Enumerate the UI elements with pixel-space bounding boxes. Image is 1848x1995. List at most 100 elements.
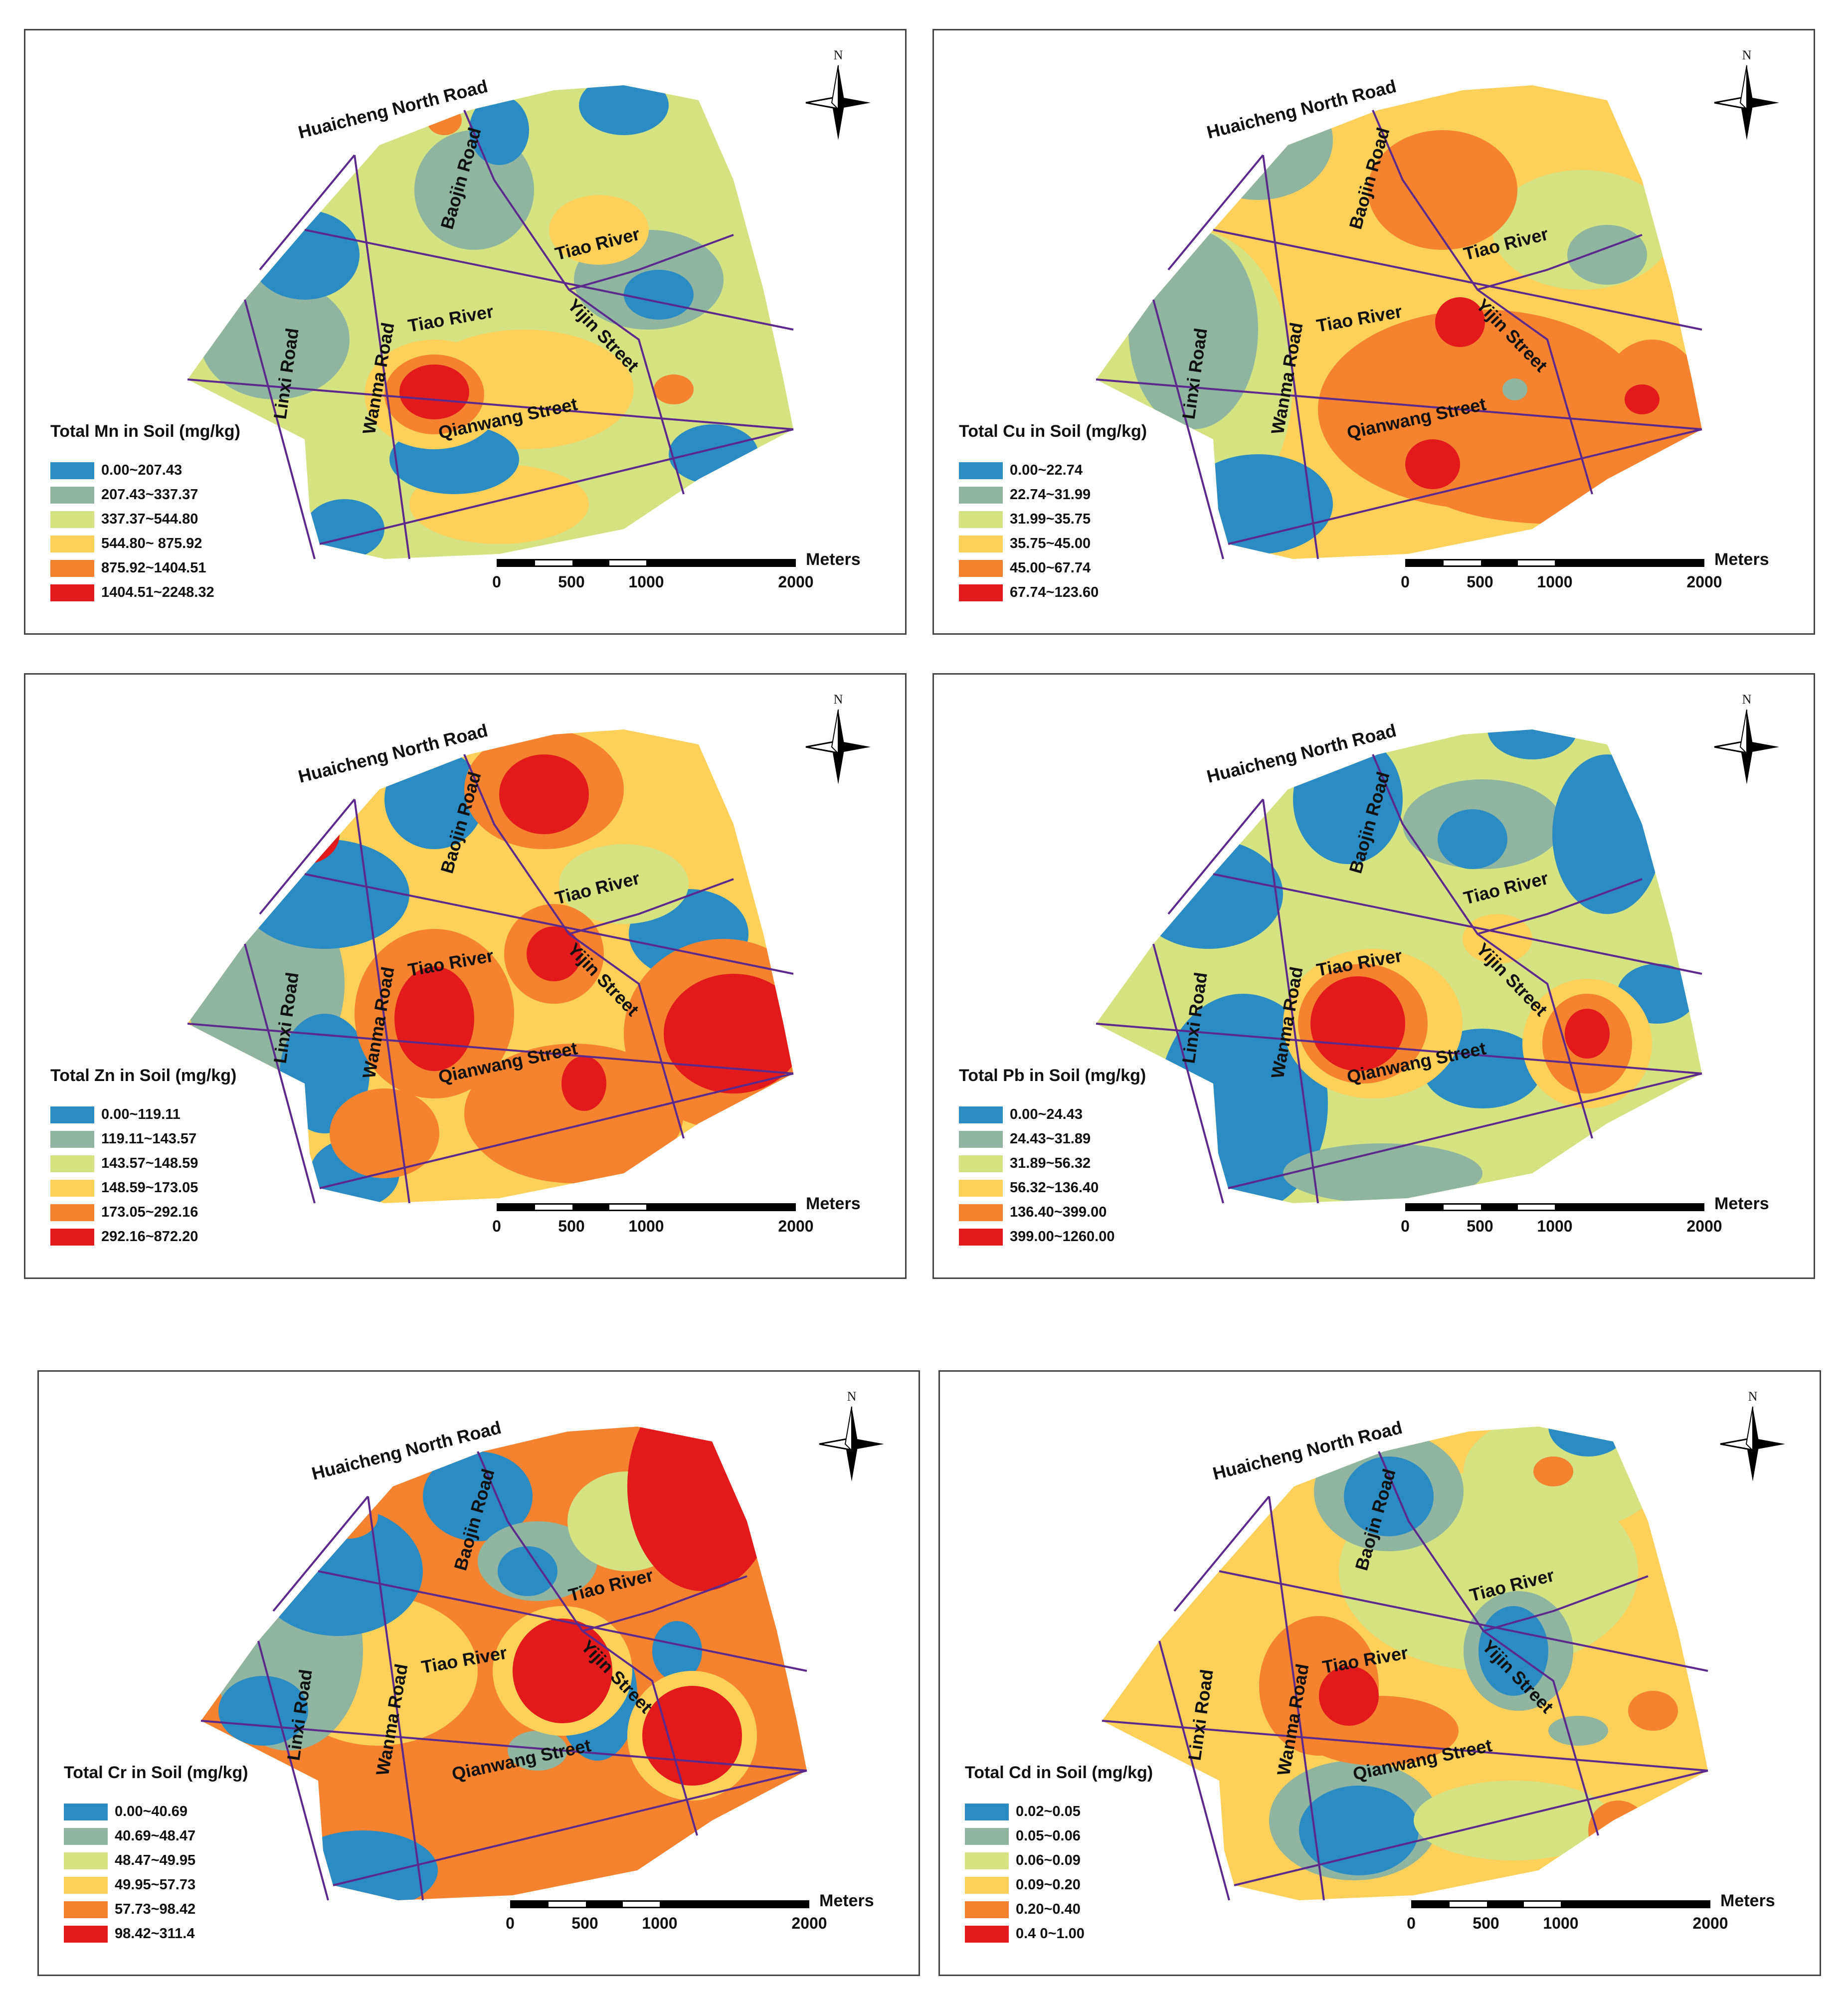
legend-item: 0.06~0.09 <box>965 1848 1153 1873</box>
legend-label: 148.59~173.05 <box>101 1180 198 1196</box>
legend: Total Cr in Soil (mg/kg) 0.00~40.69 40.6… <box>64 1763 248 1946</box>
legend-label: 24.43~31.89 <box>1010 1131 1091 1147</box>
road-line <box>318 1570 807 1672</box>
road-line <box>1477 234 1643 291</box>
legend-swatch <box>959 1155 1003 1172</box>
legend-label: 544.80~ 875.92 <box>101 536 202 551</box>
scale-tick: 1000 <box>1537 573 1573 591</box>
scale-tick: 2000 <box>778 1217 814 1235</box>
road-line <box>1152 943 1224 1204</box>
north-label: N <box>1748 1389 1758 1404</box>
legend-swatch <box>959 511 1003 528</box>
road-line <box>1262 799 1319 1204</box>
legend-label: 207.43~337.37 <box>101 487 198 503</box>
legend-label: 22.74~31.99 <box>1010 487 1091 503</box>
road-line <box>1477 878 1643 935</box>
legend-item: 0.09~0.20 <box>965 1873 1153 1897</box>
road-line <box>1268 1496 1325 1901</box>
north-arrow-icon: N <box>1709 45 1784 140</box>
north-arrow-icon: N <box>814 1387 889 1481</box>
legend-swatch <box>64 1852 108 1869</box>
scale-tick: 500 <box>1467 573 1493 591</box>
legend-label: 67.74~123.60 <box>1010 584 1099 600</box>
legend-item: 35.75~45.00 <box>959 532 1147 556</box>
road-line <box>244 943 316 1204</box>
legend-swatch <box>64 1901 108 1918</box>
legend-swatch <box>959 462 1003 479</box>
legend: Total Zn in Soil (mg/kg) 0.00~119.11 119… <box>50 1066 236 1249</box>
legend-swatch <box>50 486 94 504</box>
legend-title: Total Cu in Soil (mg/kg) <box>959 422 1147 441</box>
legend-swatch <box>50 1155 94 1172</box>
road-line <box>187 1023 794 1075</box>
scale-bar-graphic <box>1411 1900 1710 1908</box>
legend-title: Total Cd in Soil (mg/kg) <box>965 1763 1153 1782</box>
legend-item: 136.40~399.00 <box>959 1200 1146 1225</box>
legend-item: 119.11~143.57 <box>50 1127 236 1151</box>
map-panel-mn: Huaicheng North Road Baojin Road Tiao Rive… <box>24 29 907 635</box>
legend-label: 399.00~1260.00 <box>1010 1229 1115 1245</box>
legend-item: 292.16~872.20 <box>50 1225 236 1249</box>
legend-label: 98.42~311.4 <box>115 1926 195 1942</box>
legend-item: 67.74~123.60 <box>959 580 1147 605</box>
legend-swatch <box>50 1228 94 1246</box>
legend-item: 0.02~0.05 <box>965 1800 1153 1824</box>
legend-swatch <box>64 1876 108 1894</box>
legend-item: 22.74~31.99 <box>959 483 1147 507</box>
road-line <box>1213 229 1702 331</box>
legend-item: 173.05~292.16 <box>50 1200 236 1225</box>
scale-tick: 2000 <box>1692 1914 1728 1932</box>
legend-item: 875.92~1404.51 <box>50 556 240 580</box>
map-panel-zn: Huaicheng North Road Baojin Road Tiao Rive… <box>24 673 907 1279</box>
road-line <box>354 799 410 1204</box>
legend-item: 0.4 0~1.00 <box>965 1922 1153 1946</box>
legend-item: 0.00~119.11 <box>50 1102 236 1127</box>
north-label: N <box>847 1389 857 1404</box>
legend-item: 45.00~67.74 <box>959 556 1147 580</box>
scale-tick: 500 <box>1473 1914 1499 1932</box>
legend-swatch <box>959 1228 1003 1246</box>
legend: Total Pb in Soil (mg/kg) 0.00~24.43 24.4… <box>959 1066 1146 1249</box>
legend-swatch <box>50 1130 94 1148</box>
north-label: N <box>1742 692 1752 707</box>
scale-unit: Meters <box>806 550 861 569</box>
road-line <box>244 299 316 559</box>
north-arrow-icon: N <box>801 45 876 140</box>
road-line <box>1483 1575 1649 1632</box>
road-line <box>259 798 356 915</box>
legend-item: 40.69~48.47 <box>64 1824 248 1848</box>
scale-tick: 0 <box>1401 573 1410 591</box>
road-line <box>1096 1023 1702 1075</box>
road-line <box>1213 873 1702 975</box>
legend-item: 337.37~544.80 <box>50 507 240 532</box>
legend-item: 0.00~207.43 <box>50 458 240 483</box>
legend-label: 0.06~0.09 <box>1016 1852 1081 1868</box>
legend-label: 0.00~24.43 <box>1010 1106 1083 1122</box>
scale-tick: 0 <box>492 573 501 591</box>
legend-item: 48.47~49.95 <box>64 1848 248 1873</box>
legend-label: 173.05~292.16 <box>101 1204 198 1220</box>
legend: Total Cd in Soil (mg/kg) 0.02~0.05 0.05~… <box>965 1763 1153 1946</box>
scale-bar-graphic <box>1405 559 1704 567</box>
scale-tick: 2000 <box>1686 1217 1722 1235</box>
legend-label: 0.4 0~1.00 <box>1016 1926 1085 1942</box>
legend-item: 49.95~57.73 <box>64 1873 248 1897</box>
legend-label: 48.47~49.95 <box>115 1852 196 1868</box>
road-line <box>257 1640 329 1901</box>
legend-swatch <box>959 535 1003 552</box>
legend-swatch <box>959 1179 1003 1197</box>
legend-item: 0.05~0.06 <box>965 1824 1153 1848</box>
legend-swatch <box>50 1179 94 1197</box>
legend-swatch <box>965 1925 1009 1943</box>
legend-label: 56.32~136.40 <box>1010 1180 1099 1196</box>
legend-label: 875.92~1404.51 <box>101 560 206 576</box>
legend-swatch <box>965 1852 1009 1869</box>
scale-unit: Meters <box>1714 550 1769 569</box>
legend-item: 0.00~40.69 <box>64 1800 248 1824</box>
scale-tick: 0 <box>1401 1217 1410 1235</box>
road-line <box>187 378 794 430</box>
